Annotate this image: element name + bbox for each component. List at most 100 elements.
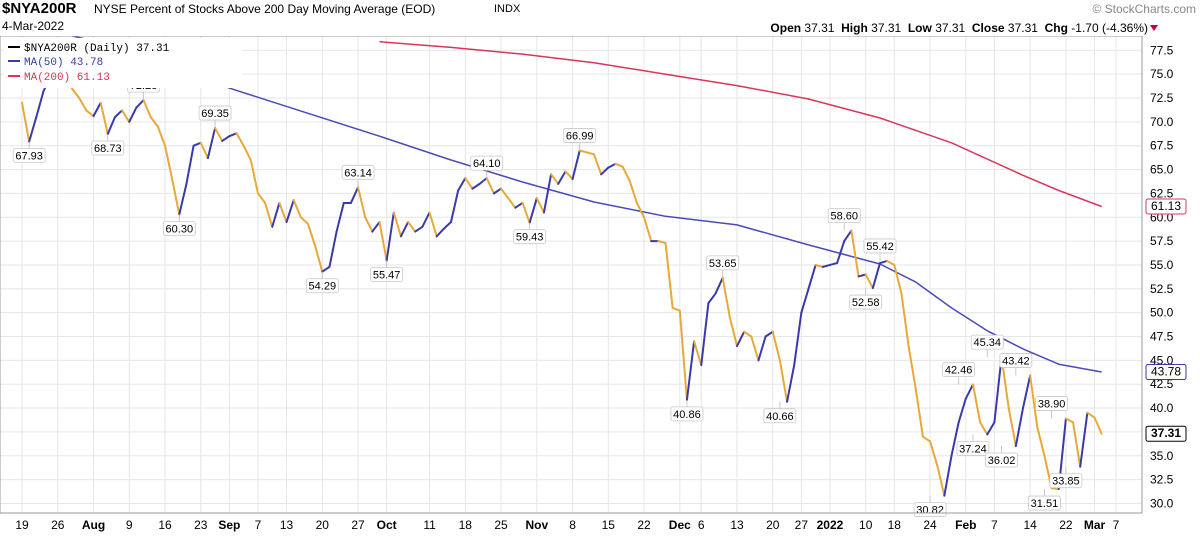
- data-label-box: [305, 278, 339, 294]
- x-tick-label: Oct: [377, 518, 397, 532]
- price-segment: [450, 189, 460, 224]
- price-segment: [442, 221, 452, 230]
- data-label-box: [162, 220, 196, 236]
- data-label-box: [513, 229, 547, 245]
- data-label-text: 37.24: [959, 443, 987, 455]
- x-tick-label: 20: [766, 518, 780, 532]
- data-label-box: [863, 238, 897, 254]
- price-segment: [99, 101, 109, 135]
- price-segment: [886, 259, 896, 266]
- data-label-box: [341, 164, 375, 180]
- price-segment: [414, 225, 424, 233]
- price-segment: [793, 311, 803, 367]
- y-axis: 30.032.535.037.540.042.545.047.550.052.5…: [1150, 43, 1174, 510]
- price-segment: [128, 106, 138, 123]
- price-segment: [256, 192, 267, 204]
- price-segment: [986, 421, 996, 436]
- ma50-tag-box: [1145, 364, 1187, 380]
- ma200-tag-box: [1145, 198, 1187, 215]
- y-tick-label: 65.0: [1150, 163, 1174, 177]
- price-segment: [1064, 417, 1075, 424]
- price-segment: [593, 153, 603, 176]
- x-tick-label: 11: [423, 518, 436, 532]
- data-label-text: 31.51: [1031, 498, 1059, 510]
- data-label-text: 63.14: [344, 167, 372, 179]
- x-tick-label: 7: [255, 518, 262, 532]
- data-label-text: 68.73: [94, 143, 122, 155]
- data-label-box: [563, 128, 597, 143]
- price-segment: [828, 262, 839, 266]
- exchange-label: INDX: [494, 3, 521, 15]
- price-segment: [192, 141, 202, 147]
- data-label: 59.43: [513, 222, 547, 245]
- data-label-text: 60.30: [166, 223, 194, 235]
- data-label: 67.93: [12, 141, 46, 164]
- data-label: 37.24: [956, 434, 990, 456]
- data-label-box: [970, 334, 1004, 350]
- price-segment: [364, 216, 374, 233]
- price-segment: [349, 186, 360, 204]
- price-segment: [156, 125, 166, 147]
- data-label-box: [198, 105, 232, 121]
- data-label-box: [370, 267, 404, 282]
- price-segment: [528, 197, 538, 224]
- x-tick-label: 7: [1113, 518, 1120, 532]
- data-label-box: [91, 140, 125, 156]
- close-value: 37.31: [1007, 21, 1038, 35]
- data-label-box: [827, 208, 861, 224]
- price-segment: [807, 263, 817, 290]
- low-label: Low: [907, 21, 932, 35]
- last-tag-box: [1145, 425, 1187, 442]
- price-chart[interactable]: 67.9368.7372.2860.3069.3554.2963.1455.47…: [0, 36, 1200, 540]
- data-label-box: [670, 406, 704, 422]
- price-segment: [600, 166, 610, 176]
- price-segment: [907, 345, 917, 390]
- price-segment: [950, 421, 960, 457]
- y-tick-label: 70.0: [1150, 115, 1174, 129]
- data-label: 63.14: [341, 164, 375, 188]
- price-segment: [135, 99, 145, 109]
- data-label-text: 33.85: [1052, 476, 1080, 488]
- price-segment: [278, 201, 288, 224]
- price-segment: [564, 170, 574, 181]
- ma200-tag-text: 61.13: [1151, 199, 1181, 213]
- price-segment: [1007, 407, 1017, 448]
- price-segment: [657, 240, 667, 245]
- stockcharts-brand[interactable]: © StockCharts.com: [1092, 2, 1196, 16]
- price-segment: [328, 230, 338, 268]
- price-segment: [635, 201, 646, 219]
- x-tick-label: 26: [51, 518, 65, 532]
- y-tick-label: 57.5: [1150, 234, 1174, 248]
- price-segment: [321, 265, 331, 273]
- x-tick-label: 24: [923, 518, 937, 532]
- close-label: Close: [971, 21, 1005, 35]
- x-tick-label: 9: [126, 518, 133, 532]
- x-tick-label: Mar: [1084, 518, 1106, 532]
- data-label: 40.86: [670, 399, 704, 422]
- price-segment: [292, 199, 302, 219]
- x-tick-label: 8: [569, 518, 576, 532]
- price-segment: [836, 240, 846, 265]
- data-label-text: 52.58: [852, 297, 880, 309]
- price-segment: [929, 440, 939, 467]
- data-label-box: [1049, 473, 1083, 489]
- ticker-description: NYSE Percent of Stocks Above 200 Day Mov…: [94, 2, 436, 16]
- price-segment: [1086, 411, 1096, 419]
- price-segment: [399, 221, 410, 238]
- price-segment: [778, 359, 789, 403]
- price-series: [21, 71, 1103, 497]
- x-tick-label: 13: [280, 518, 294, 532]
- price-segment: [71, 87, 81, 100]
- data-label-text: 42.46: [945, 365, 973, 377]
- price-segment: [664, 242, 674, 309]
- y-tick-label: 50.0: [1150, 306, 1174, 320]
- y-tick-label: 30.0: [1150, 496, 1174, 510]
- price-segment: [764, 330, 774, 338]
- price-segment: [171, 178, 181, 216]
- price-segment: [585, 151, 595, 156]
- y-tick-label: 75.0: [1150, 67, 1174, 81]
- chart-date: 4-Mar-2022: [2, 19, 65, 33]
- data-label-text: 55.47: [373, 269, 401, 281]
- y-tick-label: 42.5: [1150, 377, 1174, 391]
- price-segment: [206, 127, 217, 160]
